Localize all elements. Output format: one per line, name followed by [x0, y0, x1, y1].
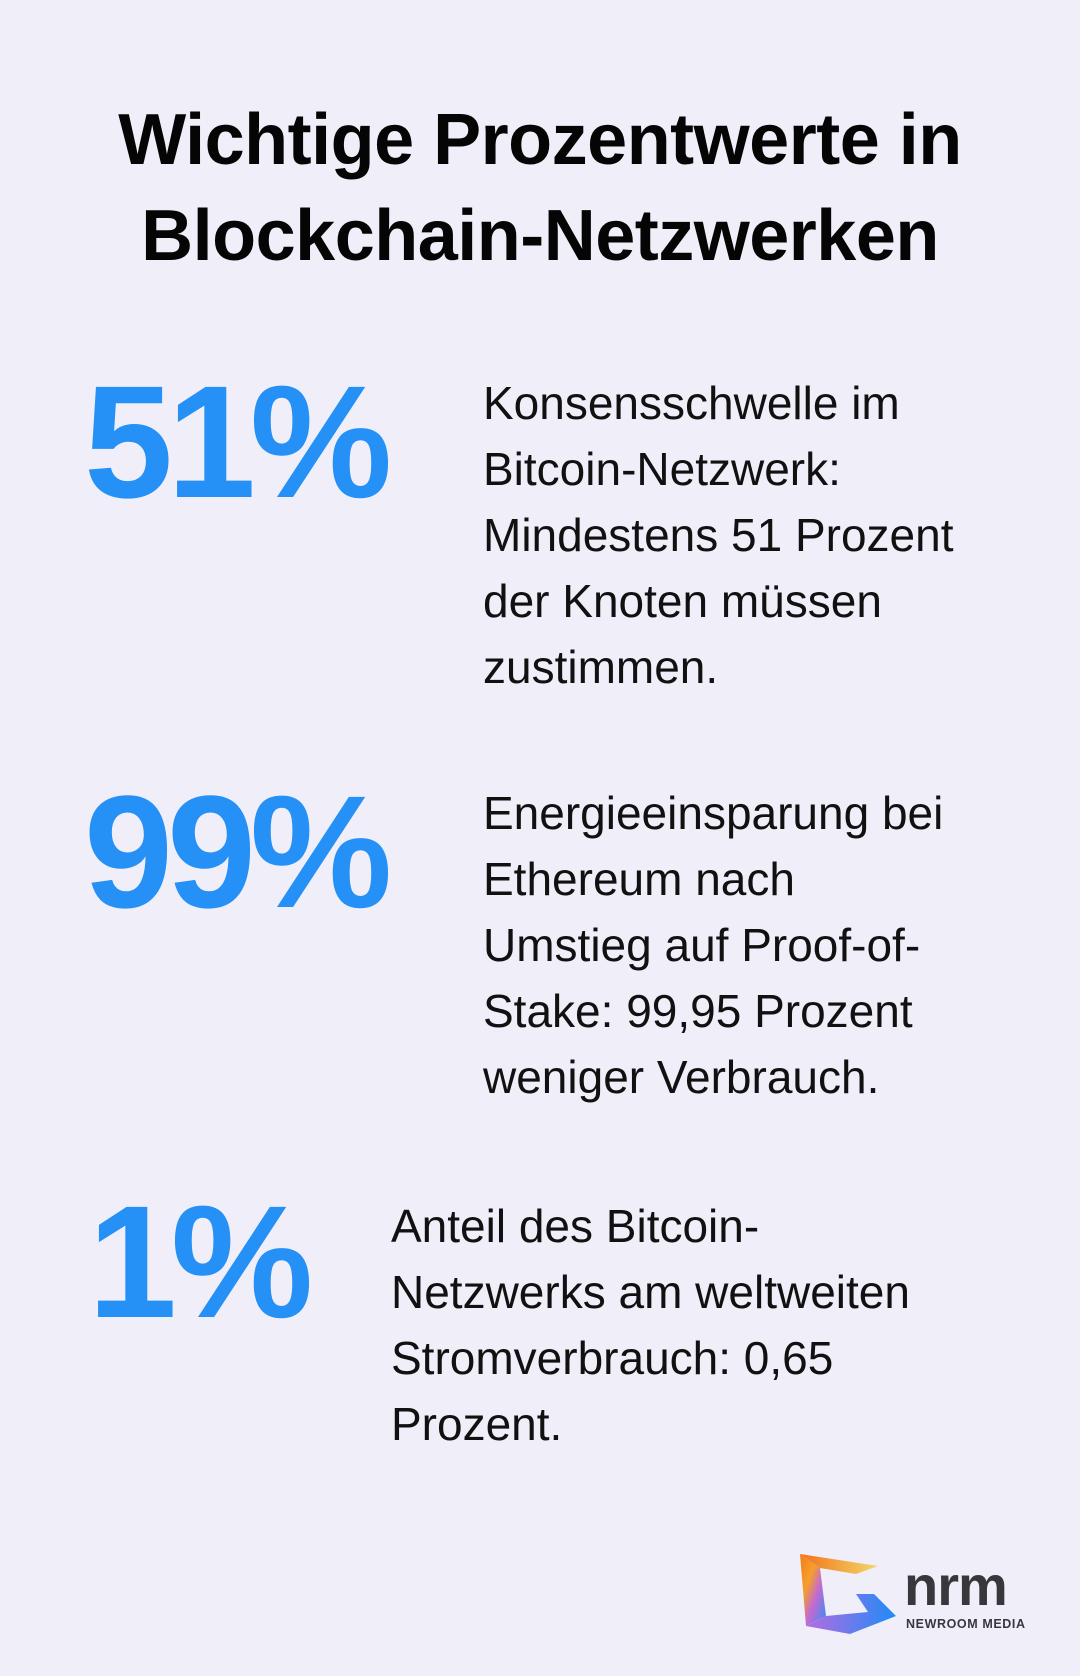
stat-description-line: Ethereum nach — [483, 853, 795, 905]
stat-description-line: Netzwerks am weltweiten — [391, 1266, 910, 1318]
logo-wordmark: nrm — [904, 1554, 1008, 1617]
stat-description-line: Umstieg auf Proof-of- — [483, 919, 921, 971]
stat-description-line: Stake: 99,95 Prozent — [483, 985, 913, 1037]
newroom-media-logo: nrm NEWROOM MEDIA — [798, 1554, 1048, 1638]
stat-description: Konsensschwelle im Bitcoin-Netzwerk: Min… — [483, 370, 954, 700]
stat-description: Energieeinsparung bei Ethereum nach Umst… — [483, 780, 943, 1110]
stat-description-line: weniger Verbrauch. — [483, 1051, 880, 1103]
stat-description-line: zustimmen. — [483, 641, 719, 693]
logo-tagline: NEWROOM MEDIA — [906, 1617, 1026, 1631]
stat-description-line: Prozent. — [391, 1398, 563, 1450]
stat-description-line: Stromverbrauch: 0,65 — [391, 1332, 834, 1384]
stat-description-line: der Knoten müssen — [483, 575, 882, 627]
stat-description: Anteil des Bitcoin- Netzwerks am weltwei… — [391, 1193, 910, 1457]
stat-description-line: Mindestens 51 Prozent — [483, 509, 954, 561]
stat-description-line: Energieeinsparung bei — [483, 787, 944, 839]
title-line-2: Blockchain-Netzwerken — [141, 196, 939, 276]
stat-value: 99% — [84, 762, 392, 941]
title-line-1: Wichtige Prozentwerte in — [118, 100, 962, 180]
stat-description-line: Konsensschwelle im — [483, 377, 900, 429]
page-title: Wichtige Prozentwerte in Blockchain-Netz… — [0, 92, 1080, 284]
stat-value: 51% — [84, 352, 392, 531]
stat-description-line: Anteil des Bitcoin- — [391, 1200, 760, 1252]
nrm-logo-mark-icon — [798, 1554, 898, 1638]
stat-description-line: Bitcoin-Netzwerk: — [483, 443, 841, 495]
stat-value: 1% — [88, 1172, 313, 1351]
